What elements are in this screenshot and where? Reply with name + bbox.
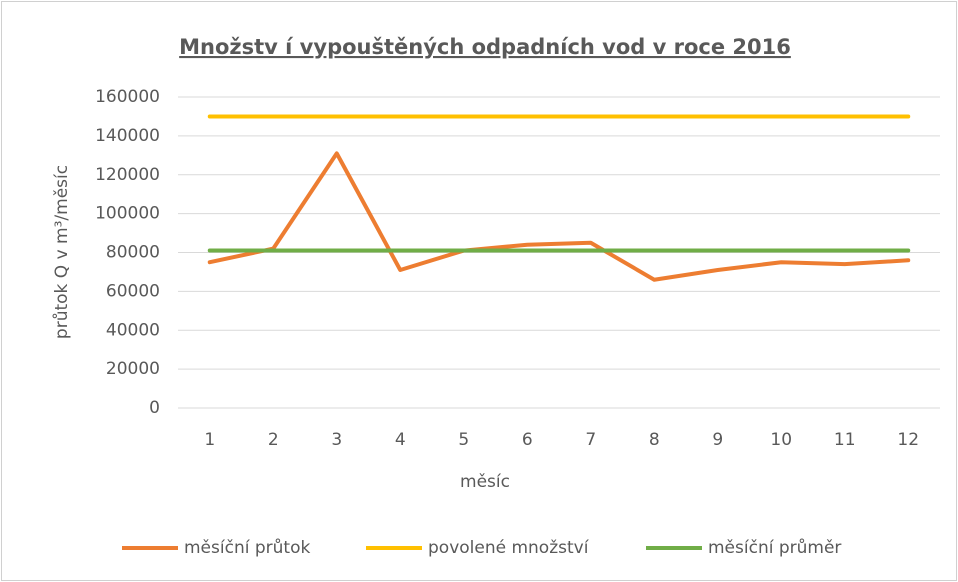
x-tick-label: 7	[585, 430, 596, 450]
chart-title: Množstv í vypouštěných odpadních vod v r…	[179, 35, 791, 59]
x-tick-label: 5	[458, 430, 469, 450]
x-axis-title: měsíc	[460, 472, 510, 492]
y-tick-label: 80000	[106, 243, 160, 263]
x-tick-label: 4	[395, 430, 406, 450]
y-tick-label: 40000	[106, 320, 160, 340]
y-tick-label: 140000	[95, 126, 160, 146]
x-tick-label: 6	[522, 430, 533, 450]
legend-label: měsíční průtok	[184, 538, 310, 558]
y-tick-label: 120000	[95, 165, 160, 185]
x-tick-label: 3	[331, 430, 342, 450]
x-tick-label: 12	[897, 430, 919, 450]
y-axis-title: průtok Q v m³/měsíc	[52, 165, 72, 339]
legend-label: měsíční průměr	[708, 538, 841, 558]
x-tick-label: 9	[712, 430, 723, 450]
x-tick-label: 2	[268, 430, 279, 450]
x-tick-label: 1	[204, 430, 215, 450]
x-tick-label: 8	[649, 430, 660, 450]
y-tick-label: 0	[149, 398, 160, 418]
y-tick-label: 60000	[106, 281, 160, 301]
x-tick-label: 11	[834, 430, 856, 450]
y-tick-label: 100000	[95, 204, 160, 224]
legend-label: povolené množství	[428, 538, 590, 558]
y-tick-label: 160000	[95, 87, 160, 107]
x-tick-label: 10	[770, 430, 792, 450]
y-tick-label: 20000	[106, 359, 160, 379]
data-line	[207, 151, 911, 282]
